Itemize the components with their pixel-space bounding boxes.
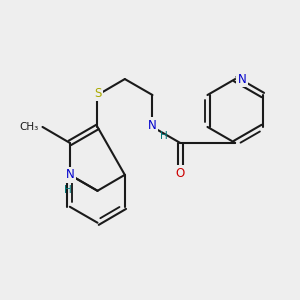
Text: S: S xyxy=(94,87,101,100)
Text: O: O xyxy=(176,167,185,180)
Text: N: N xyxy=(238,73,246,85)
Text: CH₃: CH₃ xyxy=(20,122,39,132)
Text: H: H xyxy=(160,131,168,141)
Text: N: N xyxy=(65,168,74,181)
Text: H: H xyxy=(64,185,72,195)
Text: N: N xyxy=(148,119,157,132)
